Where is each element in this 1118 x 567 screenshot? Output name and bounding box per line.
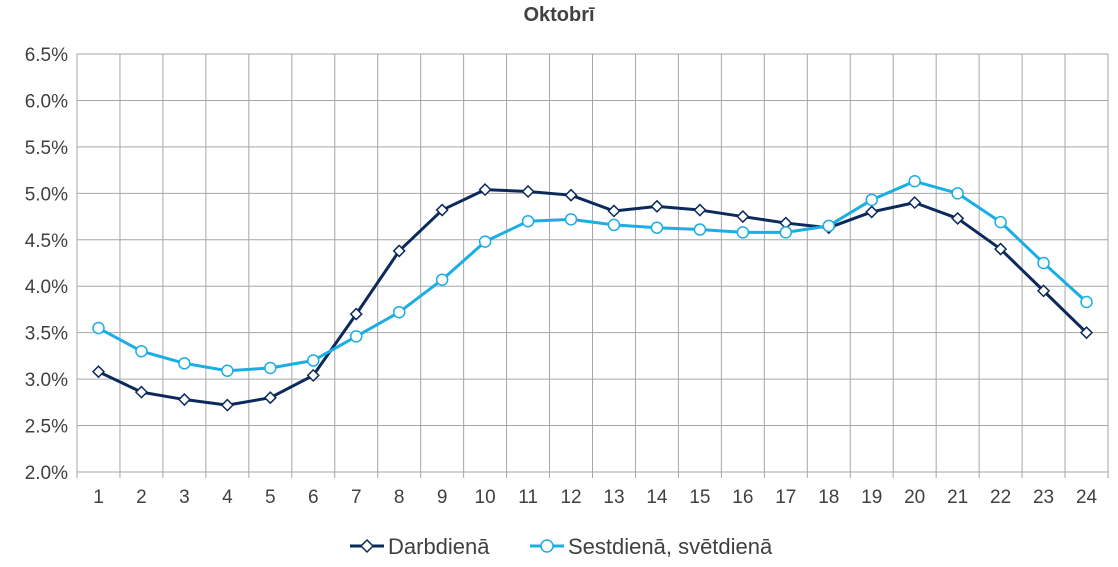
- series-2-point: [693, 223, 707, 236]
- legend-label-2: Sestdienā, svētdienā: [568, 534, 773, 559]
- series-2-point: [135, 344, 148, 358]
- series-2-point: [908, 175, 921, 188]
- x-tick-label: 19: [861, 487, 882, 508]
- y-tick-label: 2.5%: [25, 417, 68, 438]
- x-tick-label: 15: [689, 487, 710, 508]
- series-2-point: [650, 221, 664, 234]
- series-1-point: [478, 183, 492, 197]
- x-tick-label: 2: [136, 487, 147, 508]
- x-tick-label: 7: [351, 487, 362, 508]
- series-1-point: [177, 392, 191, 407]
- x-tick-label: 21: [947, 487, 968, 508]
- y-tick-label: 4.5%: [25, 231, 68, 252]
- x-tick-label: 9: [437, 487, 448, 508]
- legend-label-1: Darbdienā: [388, 534, 490, 559]
- y-tick-label: 5.0%: [25, 184, 68, 205]
- series-1-point: [1037, 284, 1051, 298]
- x-tick-label: 20: [904, 487, 925, 508]
- series-2-point: [1080, 295, 1093, 309]
- y-tick-label: 4.0%: [25, 277, 68, 298]
- x-tick-label: 16: [732, 487, 753, 508]
- series-1-point: [951, 211, 965, 225]
- y-tick-label: 6.5%: [25, 45, 68, 66]
- x-tick-label: 10: [475, 487, 496, 508]
- x-tick-label: 24: [1076, 487, 1098, 508]
- series-2-point: [951, 187, 964, 200]
- y-tick-label: 3.5%: [25, 324, 68, 345]
- series-1-point: [435, 203, 449, 217]
- series-2-point: [264, 361, 277, 375]
- legend-marker-2: [540, 539, 554, 553]
- x-tick-label: 6: [308, 487, 319, 508]
- series-1-point: [693, 203, 707, 217]
- series-2-point: [92, 321, 105, 335]
- x-tick-label: 14: [646, 487, 668, 508]
- series-1-point: [564, 188, 578, 202]
- series-2-point: [736, 226, 750, 239]
- series-1-point: [349, 307, 363, 321]
- series-2-point: [1037, 256, 1050, 270]
- series-2-point: [779, 226, 793, 239]
- series-line-1: [97, 188, 1088, 407]
- x-tick-label: 8: [394, 487, 405, 508]
- series-1-point: [263, 391, 277, 405]
- series-1-point: [607, 204, 621, 218]
- x-tick-label: 22: [990, 487, 1011, 508]
- series-2-point: [478, 235, 492, 248]
- series-2-point: [822, 219, 836, 233]
- series-1-point: [736, 209, 750, 224]
- x-tick-label: 18: [818, 487, 839, 508]
- x-tick-label: 3: [179, 487, 190, 508]
- series-1-point: [306, 368, 320, 382]
- series-1-point: [865, 205, 879, 219]
- y-tick-label: 6.0%: [25, 91, 68, 112]
- series-1-point: [220, 398, 234, 412]
- series-1-point: [91, 365, 106, 379]
- series-1-point: [908, 196, 922, 210]
- series-2-point: [994, 215, 1007, 229]
- series-2-point: [349, 330, 363, 343]
- x-tick-label: 11: [518, 487, 538, 508]
- y-tick-label: 3.0%: [25, 370, 68, 391]
- chart-title: Oktobrī: [523, 4, 595, 26]
- x-tick-label: 4: [222, 487, 233, 508]
- series-1-point: [521, 184, 535, 199]
- series-1-point: [994, 242, 1008, 256]
- y-tick-label: 5.5%: [25, 138, 68, 159]
- series-2-point: [178, 357, 191, 370]
- series-2-point: [607, 218, 621, 232]
- series-2-point: [392, 305, 406, 319]
- series-2-point: [307, 354, 320, 367]
- x-tick-label: 5: [265, 487, 276, 508]
- x-tick-label: 17: [775, 487, 796, 508]
- series-1-point: [134, 385, 148, 399]
- x-tick-label: 23: [1033, 487, 1054, 508]
- series-2-point: [435, 273, 449, 286]
- x-tick-label: 13: [603, 487, 624, 508]
- series-1-point: [1079, 326, 1094, 340]
- series-1-point: [392, 244, 406, 258]
- series-2-point: [564, 213, 578, 226]
- series-2-point: [521, 214, 535, 228]
- y-tick-label: 2.0%: [25, 463, 68, 484]
- series-line-2: [97, 179, 1088, 373]
- series-2-point: [221, 364, 234, 378]
- x-tick-label: 12: [560, 487, 581, 508]
- series-2-point: [865, 193, 878, 207]
- legend-marker-1: [359, 538, 375, 554]
- x-tick-label: 1: [93, 487, 104, 508]
- series-1-point: [650, 199, 664, 213]
